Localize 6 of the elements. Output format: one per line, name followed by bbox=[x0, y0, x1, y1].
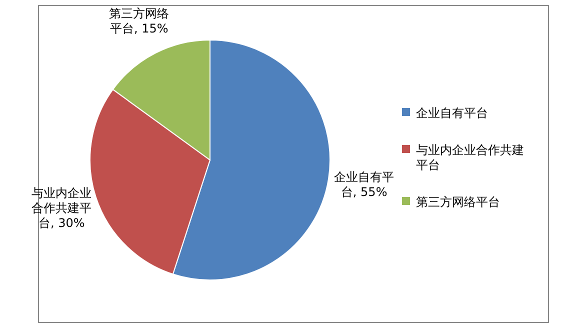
data-label: 第三方网络平台, 15% bbox=[109, 6, 170, 36]
legend-label: 企业自有平台 bbox=[416, 106, 488, 120]
data-label: 与业内企业合作共建平台, 30% bbox=[32, 186, 92, 230]
data-label: 企业自有平台, 55% bbox=[334, 170, 394, 199]
legend-label: 与业内企业合作共建平台 bbox=[416, 143, 524, 172]
legend-label: 第三方网络平台 bbox=[416, 195, 500, 209]
